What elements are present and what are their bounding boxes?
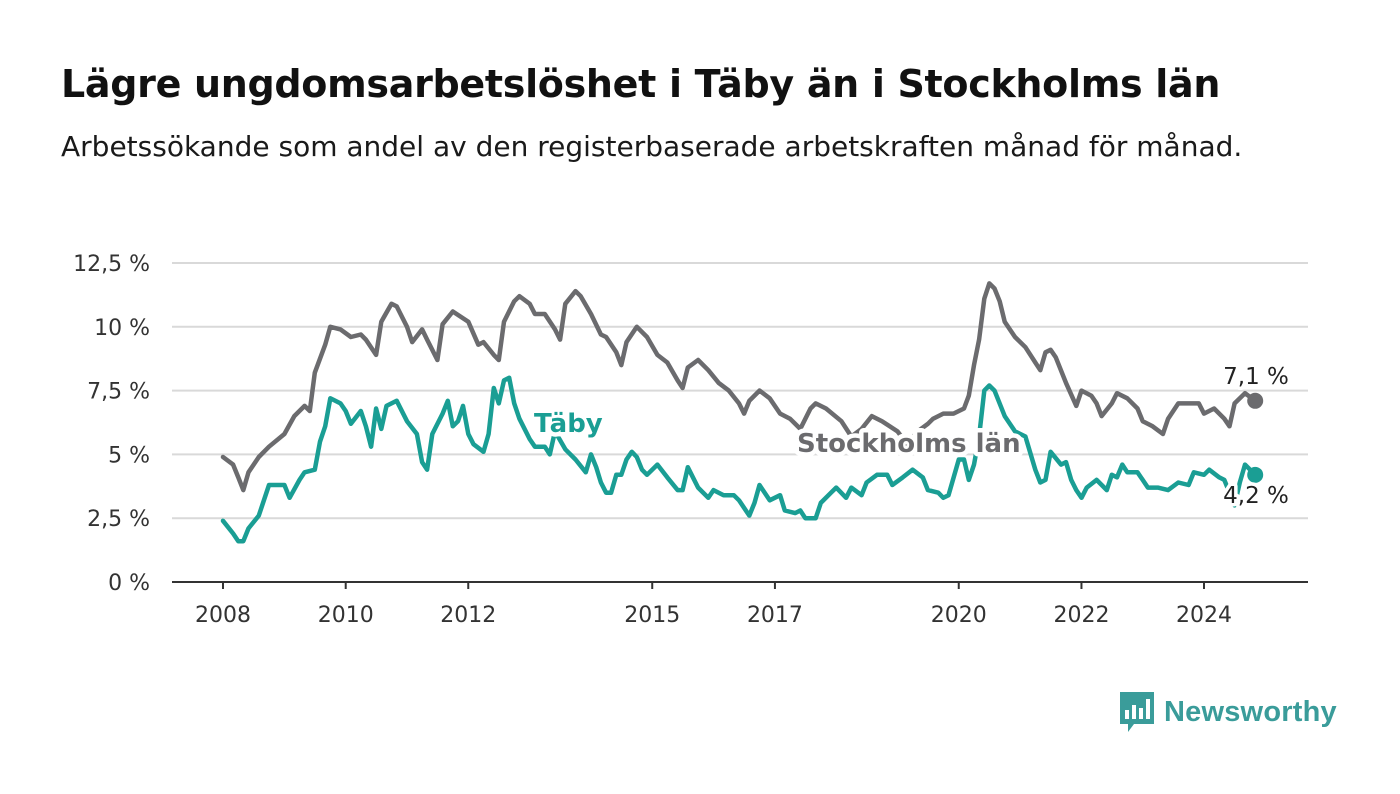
x-tick-label: 2012: [440, 603, 496, 628]
y-tick-label: 2,5 %: [87, 507, 150, 532]
series-label-taby-halo: Täby: [534, 409, 603, 439]
x-tick-label: 2022: [1053, 603, 1109, 628]
x-tick-label: 2008: [195, 603, 251, 628]
series-label-stockholms-lan: Stockholms län: [797, 429, 1021, 459]
series-label-stockholms-lan-halo: Stockholms län: [797, 429, 1021, 459]
grid: [172, 262, 1308, 583]
y-axis-labels: 0 % 2,5 % 5 % 7,5 % 10 % 12,5 %: [73, 252, 150, 596]
series-lines: [220, 281, 1258, 544]
series-line-stockholms-län: [220, 281, 1258, 493]
x-tick-label: 2015: [624, 603, 680, 628]
x-tick-label: 2024: [1176, 603, 1232, 628]
y-tick-label: 0 %: [108, 571, 150, 596]
y-tick-label: 10 %: [94, 316, 150, 341]
x-tick-label: 2020: [931, 603, 987, 628]
series-line-täby: [220, 375, 1258, 544]
y-tick-label: 12,5 %: [73, 252, 150, 277]
series-label-taby: Täby: [534, 409, 603, 439]
x-axis-labels: 2008 2010 2012 2015 2017 2020 2022 2024: [195, 582, 1232, 628]
brand-logo[interactable]: Newsworthy: [1118, 690, 1337, 734]
end-value-label: 7,1 %: [1223, 364, 1289, 390]
chart-title: Lägre ungdomsarbetslöshet i Täby än i St…: [61, 62, 1221, 106]
brand-name: Newsworthy: [1164, 695, 1337, 728]
chart-subtitle: Arbetssökande som andel av den registerb…: [61, 130, 1243, 163]
x-tick-label: 2010: [318, 603, 374, 628]
end-value-label-halo: 4,2 %: [1223, 483, 1289, 509]
end-point-dot: [1247, 392, 1264, 409]
newsworthy-bar-chart-icon: [1120, 692, 1154, 732]
y-tick-label: 7,5 %: [87, 380, 150, 405]
y-tick-label: 5 %: [108, 443, 150, 468]
end-value-label: 4,2 %: [1223, 483, 1289, 509]
x-tick-label: 2017: [747, 603, 803, 628]
end-point-dot: [1247, 466, 1264, 483]
end-value-label-halo: 7,1 %: [1223, 364, 1289, 390]
